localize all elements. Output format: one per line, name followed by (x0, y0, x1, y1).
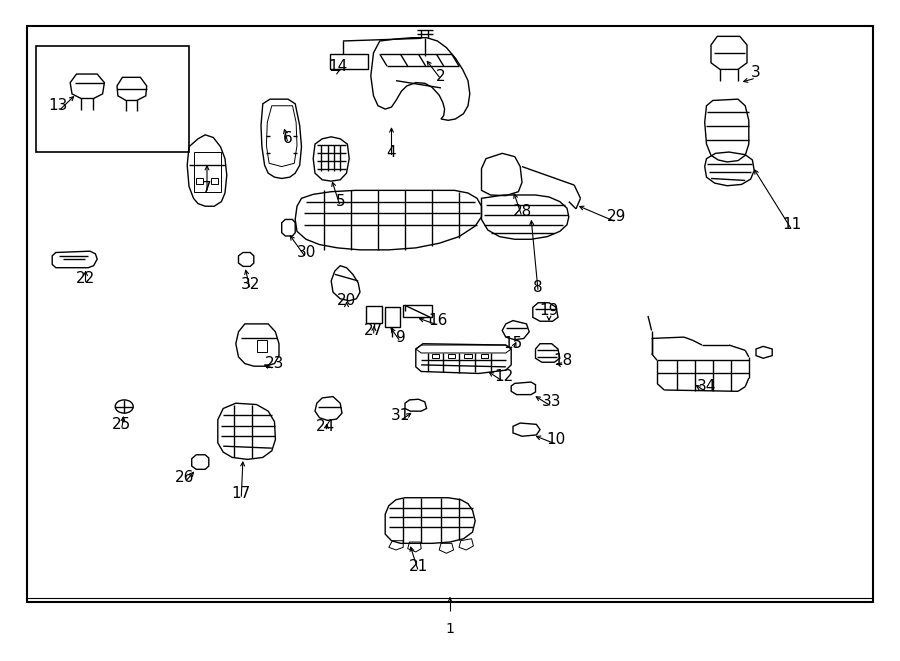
Text: 33: 33 (542, 394, 562, 408)
Text: 22: 22 (76, 272, 95, 286)
Bar (194, 152, 221, 192)
Text: 18: 18 (554, 353, 573, 368)
Bar (385, 307, 400, 327)
Text: 2: 2 (436, 69, 446, 83)
Text: 25: 25 (112, 417, 131, 432)
Text: 3: 3 (752, 65, 760, 80)
Bar (27, 26, 873, 602)
Text: 5: 5 (336, 194, 345, 209)
Text: 1: 1 (446, 622, 454, 637)
Text: 10: 10 (546, 432, 566, 447)
Text: 27: 27 (364, 323, 383, 338)
Text: 19: 19 (539, 303, 559, 318)
Text: 21: 21 (409, 559, 428, 574)
Text: 9: 9 (396, 330, 405, 344)
Bar (403, 305, 432, 317)
Text: 20: 20 (337, 293, 356, 308)
Polygon shape (266, 106, 297, 167)
Text: 31: 31 (391, 408, 410, 422)
Bar (196, 178, 203, 184)
Text: 12: 12 (494, 369, 514, 384)
Bar (481, 354, 488, 358)
Text: 16: 16 (428, 313, 448, 328)
Text: 8: 8 (534, 280, 543, 295)
Bar (330, 54, 368, 69)
Text: 13: 13 (49, 98, 68, 113)
Text: 34: 34 (697, 379, 716, 394)
Bar (256, 340, 267, 352)
Text: 24: 24 (316, 419, 336, 434)
Text: 23: 23 (265, 356, 284, 371)
Text: 17: 17 (231, 486, 251, 501)
Bar (366, 306, 382, 323)
Bar (432, 354, 439, 358)
Text: 4: 4 (387, 145, 396, 159)
Bar (211, 178, 218, 184)
Text: 11: 11 (782, 217, 802, 232)
Text: 32: 32 (240, 277, 260, 292)
Text: 14: 14 (328, 59, 347, 73)
Bar (464, 354, 472, 358)
Text: 6: 6 (284, 132, 292, 146)
Text: 29: 29 (607, 210, 626, 224)
Text: 28: 28 (512, 204, 532, 219)
Text: 26: 26 (175, 470, 194, 485)
Text: 7: 7 (202, 181, 211, 196)
Text: 15: 15 (503, 336, 523, 351)
Text: 30: 30 (296, 245, 316, 260)
Bar (448, 354, 455, 358)
Bar (36, 46, 189, 152)
